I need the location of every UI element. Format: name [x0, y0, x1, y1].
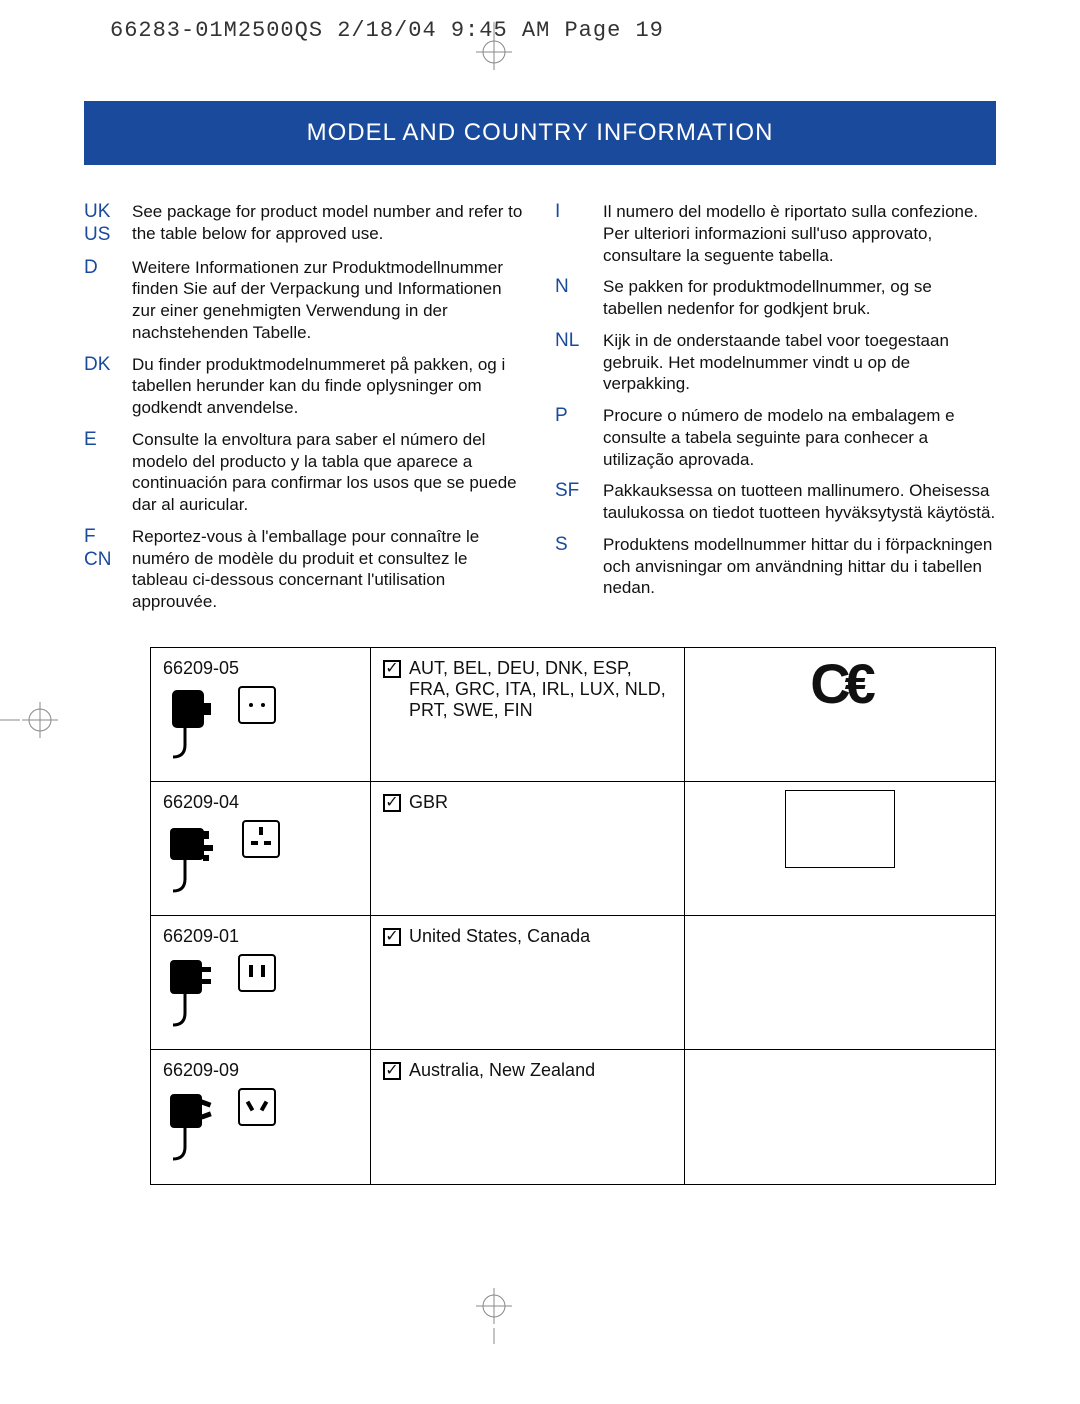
lang-code: NL [555, 330, 603, 395]
lang-code: E [84, 429, 132, 516]
cell-model: 66209-09 [151, 1050, 371, 1184]
countries-text: Australia, New Zealand [409, 1060, 595, 1081]
lang-text: Reportez-vous à l'emballage pour connaît… [132, 526, 525, 613]
cell-cert [685, 782, 995, 915]
plug-illustration [163, 819, 358, 897]
lang-row: NLKijk in de onderstaande tabel voor toe… [555, 330, 996, 395]
crop-mark-bottom [464, 1284, 524, 1344]
countries-text: United States, Canada [409, 926, 590, 947]
lang-text: Pakkauksessa on tuotteen mallinumero. Oh… [603, 480, 996, 524]
lang-row: PProcure o número de modelo na embalagem… [555, 405, 996, 470]
plug-illustration [163, 1087, 358, 1165]
lang-code: F CN [84, 526, 132, 613]
cert-empty-box [785, 790, 895, 868]
lang-text: Du finder produktmodelnummeret på pakken… [132, 354, 525, 419]
lang-code: SF [555, 480, 603, 524]
plug-illustration [163, 685, 358, 763]
right-column: IIl numero del modello è riportato sulla… [555, 201, 996, 623]
lang-row: F CNReportez-vous à l'emballage pour con… [84, 526, 525, 613]
check-icon: ✓ [383, 928, 401, 946]
lang-text: Consulte la envoltura para saber el núme… [132, 429, 525, 516]
lang-row: NSe pakken for produktmodellnummer, og s… [555, 276, 996, 320]
page-title: MODEL AND COUNTRY INFORMATION [307, 119, 774, 147]
socket-uk-icon [241, 819, 281, 859]
socket-eu-icon [237, 685, 277, 725]
cell-countries: ✓ GBR [371, 782, 685, 915]
lang-text: Procure o número de modelo na embalagem … [603, 405, 996, 470]
cell-cert [685, 1050, 995, 1184]
model-table: 66209-05 ✓ AUT, BEL, DEU, DNK, ESP, FRA,… [150, 647, 996, 1185]
lang-text: See package for product model number and… [132, 201, 525, 247]
crop-mark-left [0, 690, 70, 750]
lang-code: D [84, 257, 132, 344]
table-row: 66209-05 ✓ AUT, BEL, DEU, DNK, ESP, FRA,… [151, 648, 995, 782]
cell-countries: ✓ AUT, BEL, DEU, DNK, ESP, FRA, GRC, ITA… [371, 648, 685, 781]
lang-row: SProduktens modellnummer hittar du i för… [555, 534, 996, 599]
lang-row: UK USSee package for product model numbe… [84, 201, 525, 247]
left-column: UK USSee package for product model numbe… [84, 201, 525, 623]
crop-mark-top [464, 22, 524, 70]
countries-text: GBR [409, 792, 448, 813]
model-number: 66209-04 [163, 792, 358, 813]
check-icon: ✓ [383, 794, 401, 812]
cell-model: 66209-04 [151, 782, 371, 915]
table-row: 66209-09 ✓ Australia, New Zealand [151, 1050, 995, 1184]
lang-code: N [555, 276, 603, 320]
lang-code: DK [84, 354, 132, 419]
lang-row: SFPakkauksessa on tuotteen mallinumero. … [555, 480, 996, 524]
lang-row: DWeitere Informationen zur Produktmodell… [84, 257, 525, 344]
model-number: 66209-05 [163, 658, 358, 679]
check-icon: ✓ [383, 660, 401, 678]
ce-mark-icon: C€ [810, 656, 870, 712]
lang-code: S [555, 534, 603, 599]
lang-text: Il numero del modello è riportato sulla … [603, 201, 996, 266]
cell-model: 66209-05 [151, 648, 371, 781]
socket-us-icon [237, 953, 277, 993]
lang-text: Produktens modellnummer hittar du i förp… [603, 534, 996, 599]
lang-code: I [555, 201, 603, 266]
title-bar: MODEL AND COUNTRY INFORMATION [84, 101, 996, 165]
model-number: 66209-01 [163, 926, 358, 947]
lang-row: EConsulte la envoltura para saber el núm… [84, 429, 525, 516]
cell-model: 66209-01 [151, 916, 371, 1049]
lang-row: IIl numero del modello è riportato sulla… [555, 201, 996, 266]
lang-text: Se pakken for produktmodellnummer, og se… [603, 276, 996, 320]
socket-au-icon [237, 1087, 277, 1127]
plug-au-icon [163, 1087, 231, 1165]
lang-text: Kijk in de onderstaande tabel voor toege… [603, 330, 996, 395]
check-icon: ✓ [383, 1062, 401, 1080]
countries-text: AUT, BEL, DEU, DNK, ESP, FRA, GRC, ITA, … [409, 658, 672, 721]
cell-countries: ✓ Australia, New Zealand [371, 1050, 685, 1184]
plug-us-icon [163, 953, 231, 1031]
plug-illustration [163, 953, 358, 1031]
model-number: 66209-09 [163, 1060, 358, 1081]
lang-code: UK US [84, 201, 132, 247]
plug-uk-icon [163, 819, 235, 897]
table-row: 66209-01 ✓ United States, Canada [151, 916, 995, 1050]
cell-cert [685, 916, 995, 1049]
table-row: 66209-04 ✓ GBR [151, 782, 995, 916]
lang-row: DKDu finder produktmodelnummeret på pakk… [84, 354, 525, 419]
cell-cert: C€ [685, 648, 995, 781]
lang-code: P [555, 405, 603, 470]
plug-eu-icon [163, 685, 231, 763]
lang-text: Weitere Informationen zur Produktmodelln… [132, 257, 525, 344]
language-columns: UK USSee package for product model numbe… [84, 201, 996, 623]
page-imprint: 66283-01M2500QS 2/18/04 9:45 AM Page 19 [0, 0, 1080, 43]
cell-countries: ✓ United States, Canada [371, 916, 685, 1049]
